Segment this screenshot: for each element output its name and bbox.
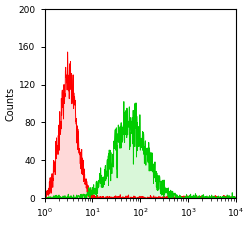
Y-axis label: Counts: Counts — [6, 86, 16, 121]
